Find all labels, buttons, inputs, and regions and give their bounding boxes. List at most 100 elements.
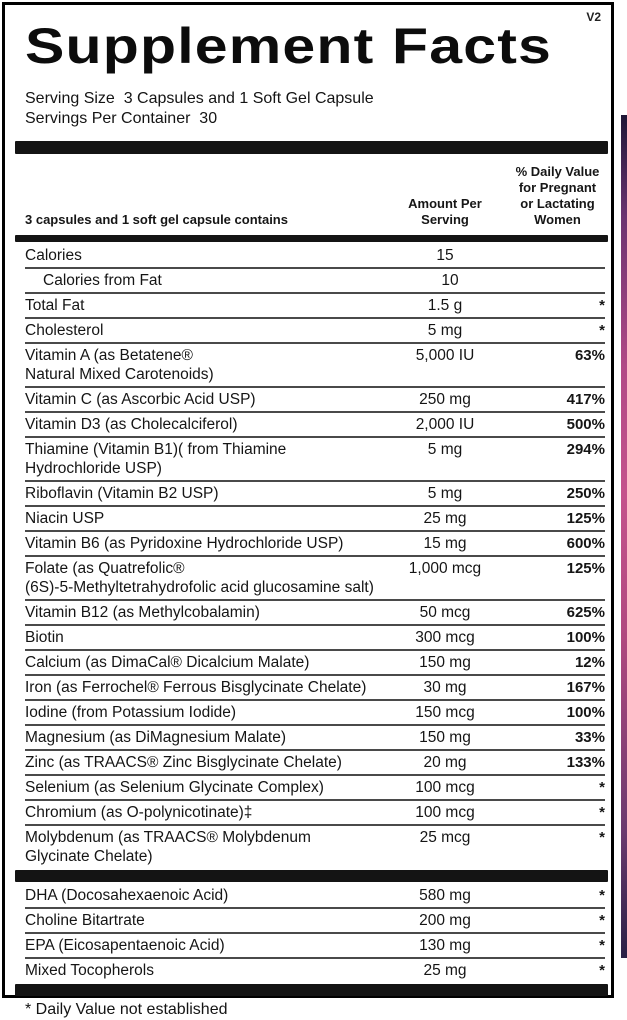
nutrient-name: Calories from Fat	[43, 272, 162, 289]
nutrient-amount: 25 mcg	[419, 829, 471, 846]
nutrient-name: Vitamin B12 (as Methylcobalamin)	[25, 604, 260, 621]
nutrient-amount: 150 mg	[419, 654, 471, 671]
table-row: Mixed Tocopherols 25 mg *	[25, 957, 605, 982]
table-row: Molybdenum (as TRAACS® Molybdenum Glycina…	[25, 824, 605, 868]
nutrient-name: Folate (as Quatrefolic® (6S)-5-Methyltetr…	[25, 560, 374, 596]
table-row: Iodine (from Potassium Iodide) 150 mcg 100…	[25, 699, 605, 724]
nutrient-amount: 5,000 IU	[415, 347, 475, 364]
table-row: Selenium (as Selenium Glycinate Complex)…	[25, 774, 605, 799]
nutrient-amount: 200 mg	[419, 912, 471, 929]
nutrient-amount: 580 mg	[419, 887, 471, 904]
nutrient-daily-value: *	[599, 804, 605, 821]
nutrient-daily-value: *	[599, 322, 605, 339]
nutrient-amount: 15	[436, 247, 454, 264]
nutrient-daily-value: 100%	[566, 704, 605, 721]
nutrient-daily-value: *	[599, 912, 605, 929]
table-row: Niacin USP 25 mg 125%	[25, 505, 605, 530]
table-row: Vitamin D3 (as Cholecalciferol) 2,000 IU 5…	[25, 411, 605, 436]
nutrient-name: Choline Bitartrate	[25, 912, 145, 929]
nutrient-daily-value: *	[599, 937, 605, 954]
packaging-accent-strip	[621, 115, 627, 958]
nutrient-amount: 130 mg	[419, 937, 471, 954]
table-row: Magnesium (as DiMagnesium Malate) 150 mg 3…	[25, 724, 605, 749]
section-divider-bar	[15, 984, 608, 996]
table-header: 3 capsules and 1 soft gel capsule contai…	[25, 156, 605, 233]
nutrient-amount: 20 mg	[423, 754, 467, 771]
nutrient-amount: 300 mcg	[415, 629, 475, 646]
table-row: Vitamin A (as Betatene® Natural Mixed Car…	[25, 342, 605, 386]
nutrient-name: Biotin	[25, 629, 64, 646]
version-tag: V2	[586, 10, 601, 24]
nutrient-amount: 5 mg	[427, 485, 463, 502]
column-header-daily-value: % Daily Value for Pregnant or Lactating …	[515, 164, 600, 227]
section-divider-bar	[15, 141, 608, 154]
nutrient-daily-value: 63%	[574, 347, 605, 364]
table-row: Vitamin B12 (as Methylcobalamin) 50 mcg 62…	[25, 599, 605, 624]
nutrient-name: Mixed Tocopherols	[25, 962, 154, 979]
nutrient-daily-value: *	[599, 779, 605, 796]
section-divider-bar	[15, 870, 608, 882]
nutrient-name: Iron (as Ferrochel® Ferrous Bisglycinate…	[25, 679, 367, 696]
daily-value-footnote: * Daily Value not established	[25, 1001, 228, 1018]
nutrient-daily-value: *	[599, 297, 605, 314]
nutrient-daily-value: *	[599, 829, 605, 846]
nutrient-name: Iodine (from Potassium Iodide)	[25, 704, 237, 721]
nutrient-name: Total Fat	[25, 297, 85, 314]
table-row: DHA (Docosahexaenoic Acid) 580 mg *	[25, 884, 605, 907]
nutrient-name: Calcium (as DimaCal® Dicalcium Malate)	[25, 654, 310, 671]
table-row: Riboflavin (Vitamin B2 USP) 5 mg 250%	[25, 480, 605, 505]
nutrient-amount: 1,000 mcg	[408, 560, 482, 577]
nutrient-name: Magnesium (as DiMagnesium Malate)	[25, 729, 287, 746]
table-row: Iron (as Ferrochel® Ferrous Bisglycinate…	[25, 674, 605, 699]
nutrient-daily-value: 125%	[566, 510, 605, 527]
table-row: Calcium (as DimaCal® Dicalcium Malate) 15…	[25, 649, 605, 674]
nutrient-name: DHA (Docosahexaenoic Acid)	[25, 887, 229, 904]
table-row: Choline Bitartrate 200 mg *	[25, 907, 605, 932]
nutrient-name: Zinc (as TRAACS® Zinc Bisglycinate Chela…	[25, 754, 342, 771]
nutrient-daily-value: 625%	[566, 604, 605, 621]
nutrient-name: Cholesterol	[25, 322, 104, 339]
nutrient-name: Vitamin B6 (as Pyridoxine Hydrochloride …	[25, 535, 344, 552]
nutrient-daily-value: 125%	[566, 560, 605, 577]
table-row: Chromium (as O-polynicotinate)‡ 100 mcg *	[25, 799, 605, 824]
nutrient-daily-value: 417%	[566, 391, 605, 408]
table-row: EPA (Eicosapentaenoic Acid) 130 mg *	[25, 932, 605, 957]
nutrient-amount: 150 mcg	[415, 704, 475, 721]
nutrient-daily-value: 12%	[574, 654, 605, 671]
nutrient-amount: 10	[441, 272, 459, 289]
nutrient-name: Niacin USP	[25, 510, 105, 527]
nutrient-daily-value: 250%	[566, 485, 605, 502]
table-row: Vitamin C (as Ascorbic Acid USP) 250 mg 41…	[25, 386, 605, 411]
nutrient-daily-value: *	[599, 887, 605, 904]
nutrient-name: Vitamin C (as Ascorbic Acid USP)	[25, 391, 256, 408]
nutrient-amount: 25 mg	[423, 962, 467, 979]
nutrient-amount: 25 mg	[423, 510, 467, 527]
nutrient-amount: 30 mg	[423, 679, 467, 696]
column-header-item: 3 capsules and 1 soft gel capsule contai…	[25, 212, 288, 227]
column-header-amount: Amount Per Serving	[408, 196, 482, 227]
nutrient-name: Chromium (as O-polynicotinate)‡	[25, 804, 253, 821]
nutrient-daily-value: 600%	[566, 535, 605, 552]
nutrient-amount: 5 mg	[427, 441, 463, 458]
nutrient-daily-value: 133%	[566, 754, 605, 771]
table-row: Thiamine (Vitamin B1)( from Thiamine Hydr…	[25, 436, 605, 480]
nutrient-daily-value: 167%	[566, 679, 605, 696]
nutrient-amount: 150 mg	[419, 729, 471, 746]
table-row: Calories 15	[25, 244, 605, 267]
nutrient-amount: 5 mg	[427, 322, 463, 339]
section-divider-bar	[15, 235, 608, 242]
supplement-facts-panel: V2 Supplement Facts Serving Size 3 Capsu…	[2, 2, 614, 1018]
table-row: Cholesterol 5 mg *	[25, 317, 605, 342]
table-row: Vitamin B6 (as Pyridoxine Hydrochloride …	[25, 530, 605, 555]
panel-title: Supplement Facts	[25, 18, 553, 74]
table-row: Total Fat 1.5 g *	[25, 292, 605, 317]
nutrient-name: Vitamin D3 (as Cholecalciferol)	[25, 416, 238, 433]
nutrient-name: Thiamine (Vitamin B1)( from Thiamine Hydr…	[25, 441, 287, 477]
nutrient-amount: 100 mcg	[415, 804, 475, 821]
nutrient-daily-value: *	[599, 962, 605, 979]
nutrient-daily-value: 294%	[566, 441, 605, 458]
serving-size-line: Serving Size 3 Capsules and 1 Soft Gel C…	[25, 90, 374, 107]
nutrient-daily-value: 100%	[566, 629, 605, 646]
nutrient-name: Riboflavin (Vitamin B2 USP)	[25, 485, 219, 502]
nutrient-daily-value: 500%	[566, 416, 605, 433]
